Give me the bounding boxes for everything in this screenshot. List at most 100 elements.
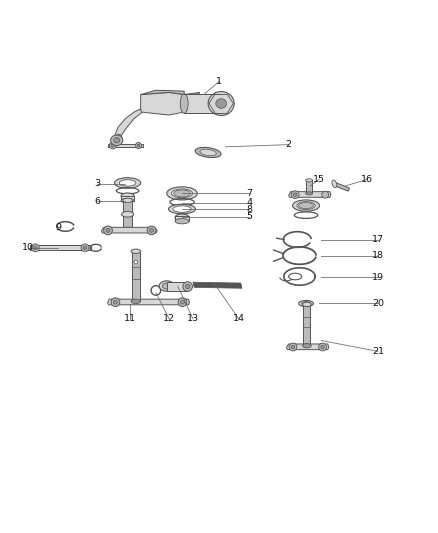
Text: 10: 10 <box>21 243 33 252</box>
Ellipse shape <box>289 343 297 351</box>
Ellipse shape <box>299 203 314 208</box>
Ellipse shape <box>291 191 299 199</box>
Bar <box>175 216 189 221</box>
Text: 16: 16 <box>361 175 373 184</box>
Polygon shape <box>102 228 157 233</box>
Ellipse shape <box>147 226 156 235</box>
Ellipse shape <box>135 142 141 149</box>
Ellipse shape <box>174 190 190 197</box>
Bar <box>306 180 312 193</box>
Ellipse shape <box>83 246 87 249</box>
Ellipse shape <box>178 298 187 306</box>
Text: 21: 21 <box>372 347 384 356</box>
Ellipse shape <box>113 300 117 304</box>
Text: 20: 20 <box>372 299 384 308</box>
Ellipse shape <box>185 284 190 289</box>
Ellipse shape <box>200 149 216 156</box>
Ellipse shape <box>217 94 225 114</box>
Ellipse shape <box>134 261 138 264</box>
Text: 14: 14 <box>233 314 244 323</box>
Ellipse shape <box>175 219 189 224</box>
Ellipse shape <box>173 206 191 212</box>
Bar <box>304 304 311 346</box>
Ellipse shape <box>167 187 197 200</box>
Polygon shape <box>289 192 331 197</box>
Ellipse shape <box>303 302 311 306</box>
Ellipse shape <box>123 198 132 203</box>
Ellipse shape <box>332 180 337 188</box>
Polygon shape <box>286 344 328 350</box>
Bar <box>167 282 187 292</box>
Ellipse shape <box>299 301 314 306</box>
Polygon shape <box>141 90 184 94</box>
Ellipse shape <box>121 198 134 203</box>
Ellipse shape <box>137 144 140 147</box>
Ellipse shape <box>322 191 328 198</box>
Ellipse shape <box>180 300 184 304</box>
Ellipse shape <box>297 201 315 209</box>
Polygon shape <box>184 92 199 112</box>
Text: 2: 2 <box>286 140 292 149</box>
Text: 9: 9 <box>55 223 61 232</box>
Ellipse shape <box>32 244 39 252</box>
Ellipse shape <box>172 189 192 198</box>
Text: 17: 17 <box>372 235 384 244</box>
Ellipse shape <box>110 142 116 149</box>
Text: 5: 5 <box>247 212 252 221</box>
Ellipse shape <box>81 244 89 252</box>
Ellipse shape <box>111 144 114 147</box>
Ellipse shape <box>195 148 221 158</box>
Text: 11: 11 <box>124 314 136 323</box>
Text: 7: 7 <box>247 189 252 198</box>
Ellipse shape <box>169 204 195 214</box>
Polygon shape <box>108 144 143 147</box>
Polygon shape <box>333 182 350 191</box>
Text: 15: 15 <box>313 175 325 184</box>
Ellipse shape <box>293 200 320 211</box>
Ellipse shape <box>123 228 132 232</box>
Text: 13: 13 <box>187 314 199 323</box>
Ellipse shape <box>106 229 110 232</box>
Polygon shape <box>115 109 141 140</box>
Ellipse shape <box>34 246 37 249</box>
Polygon shape <box>108 299 189 305</box>
Bar <box>184 94 221 114</box>
Ellipse shape <box>115 177 141 188</box>
Ellipse shape <box>180 94 188 114</box>
Ellipse shape <box>319 343 326 351</box>
Ellipse shape <box>119 180 136 186</box>
Ellipse shape <box>150 229 153 232</box>
Polygon shape <box>193 282 242 288</box>
Ellipse shape <box>291 345 295 349</box>
Ellipse shape <box>162 283 171 289</box>
Ellipse shape <box>159 281 174 292</box>
Polygon shape <box>141 92 184 115</box>
Ellipse shape <box>131 249 141 254</box>
Ellipse shape <box>131 299 141 303</box>
Bar <box>132 251 140 301</box>
Ellipse shape <box>114 138 120 143</box>
Ellipse shape <box>208 92 234 116</box>
Ellipse shape <box>306 179 313 182</box>
Bar <box>121 196 134 201</box>
Text: 19: 19 <box>372 273 384 282</box>
Polygon shape <box>30 245 91 251</box>
Text: 1: 1 <box>216 77 222 86</box>
Text: 3: 3 <box>94 179 100 188</box>
Bar <box>123 200 132 230</box>
Ellipse shape <box>321 345 324 349</box>
Text: 12: 12 <box>163 314 175 323</box>
Text: 8: 8 <box>247 205 252 214</box>
Ellipse shape <box>121 212 134 217</box>
Text: 18: 18 <box>372 251 384 260</box>
Ellipse shape <box>116 134 122 144</box>
Ellipse shape <box>111 135 123 146</box>
Ellipse shape <box>303 344 311 348</box>
Ellipse shape <box>302 302 311 305</box>
Text: 6: 6 <box>94 197 100 206</box>
Ellipse shape <box>175 214 189 221</box>
Ellipse shape <box>293 193 297 197</box>
Ellipse shape <box>121 193 134 199</box>
Ellipse shape <box>111 298 120 306</box>
Ellipse shape <box>306 192 313 195</box>
